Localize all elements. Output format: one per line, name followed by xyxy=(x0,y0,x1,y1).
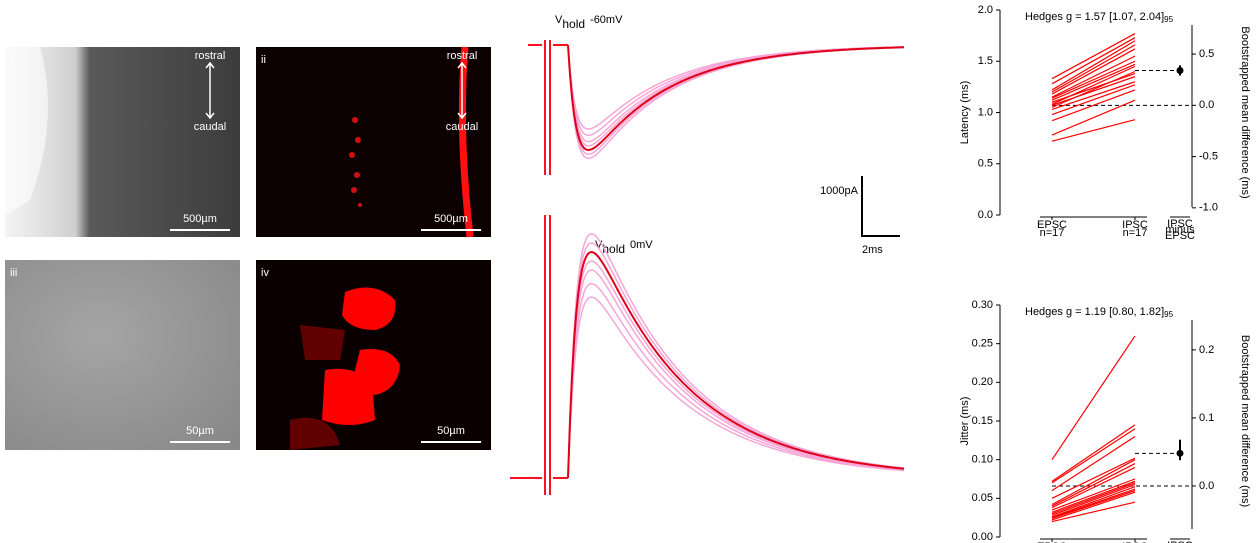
y2-axis-title: Bootstrapped mean difference (ms) xyxy=(1239,26,1251,198)
difference-label: EPSC xyxy=(1165,230,1195,242)
orientation-label: caudal xyxy=(446,121,478,133)
paired-line xyxy=(1052,429,1135,483)
stim-artifact xyxy=(528,40,568,175)
y-tick-label: 0.05 xyxy=(972,492,993,504)
traces: Vhold-60mV Vhold0mV 1000pA 2ms xyxy=(510,14,904,495)
y2-axis-title: Bootstrapped mean difference (ms) xyxy=(1239,335,1251,507)
trace xyxy=(568,270,904,478)
trace-label: Vhold-60mV xyxy=(555,14,623,31)
scale-bar-label: 50µm xyxy=(437,425,465,437)
scale-bar-label: 1000pA xyxy=(820,185,859,197)
y-axis-title: Jitter (ms) xyxy=(959,397,971,446)
paired-line xyxy=(1052,489,1135,518)
y2-tick-label: -1.0 xyxy=(1199,202,1218,214)
scale-bar-label: 50µm xyxy=(186,425,214,437)
scale-bar-label: 500µm xyxy=(434,213,468,225)
y-axis-title: Latency (ms) xyxy=(959,81,971,145)
panel-label: iii xyxy=(10,267,17,279)
orientation-label: caudal xyxy=(194,121,226,133)
y2-tick-label: 0.5 xyxy=(1199,48,1214,60)
y-tick-label: 2.0 xyxy=(978,4,993,16)
panel-ii: ii rostral caudal 500µm xyxy=(256,47,491,237)
panel-iv: iv 50µm xyxy=(256,260,491,450)
y-tick-label: 0.10 xyxy=(972,454,993,466)
y-tick-label: 0.00 xyxy=(972,531,993,543)
panel-i: i rostral caudal 500µm xyxy=(5,47,240,237)
trace xyxy=(568,297,904,478)
paired-line xyxy=(1052,336,1135,460)
title-subscript: 95 xyxy=(1164,310,1173,319)
y2-tick-label: -0.5 xyxy=(1199,150,1218,162)
y2-tick-label: 0.0 xyxy=(1199,480,1214,492)
y-tick-label: 0.30 xyxy=(972,299,993,311)
chart-title: Hedges g = 1.19 [0.80, 1.82]95 xyxy=(1025,306,1174,319)
title-subscript: 95 xyxy=(1164,15,1173,24)
chart-title: Hedges g = 1.57 [1.07, 2.04]95 xyxy=(1025,11,1174,24)
scale-bar-label: 2ms xyxy=(862,244,883,256)
trace xyxy=(568,261,904,478)
x-tick-note: n=17 xyxy=(1040,227,1065,239)
y-tick-label: 0.5 xyxy=(978,158,993,170)
trace xyxy=(568,234,904,478)
orientation-label: rostral xyxy=(195,50,226,62)
title-text: Hedges g = 1.57 [1.07, 2.04] xyxy=(1025,11,1164,23)
orientation-label: rostral xyxy=(447,50,478,62)
mean-difference xyxy=(1177,67,1184,74)
micrograph xyxy=(5,260,240,450)
y-tick-label: 0.20 xyxy=(972,376,993,388)
mean-trace xyxy=(568,252,904,478)
panel-iii: iii 50µm xyxy=(5,260,240,450)
panel-label: ii xyxy=(261,54,266,66)
y-tick-label: 0.0 xyxy=(978,209,993,221)
panel-label: iv xyxy=(261,267,269,279)
scale-bar-label: 500µm xyxy=(183,213,217,225)
micrograph xyxy=(256,47,491,237)
y-tick-label: 1.0 xyxy=(978,106,993,118)
figure: i rostral caudal 500µm ii rostral caudal… xyxy=(0,0,1258,543)
y-tick-label: 1.5 xyxy=(978,55,993,67)
y2-tick-label: 0.1 xyxy=(1199,412,1214,424)
mean-difference xyxy=(1177,450,1184,457)
y2-tick-label: 0.0 xyxy=(1199,99,1214,111)
x-tick-note: n=17 xyxy=(1123,227,1148,239)
y-tick-label: 0.15 xyxy=(972,415,993,427)
panel-label: i xyxy=(10,54,12,66)
y-tick-label: 0.25 xyxy=(972,338,993,350)
scale-bar xyxy=(862,176,900,236)
paired-line xyxy=(1052,61,1135,98)
trace xyxy=(568,284,904,478)
stim-artifact xyxy=(510,215,568,495)
y2-tick-label: 0.2 xyxy=(1199,344,1214,356)
title-text: Hedges g = 1.19 [0.80, 1.82] xyxy=(1025,306,1164,318)
trace xyxy=(568,45,904,129)
trace xyxy=(568,243,904,478)
